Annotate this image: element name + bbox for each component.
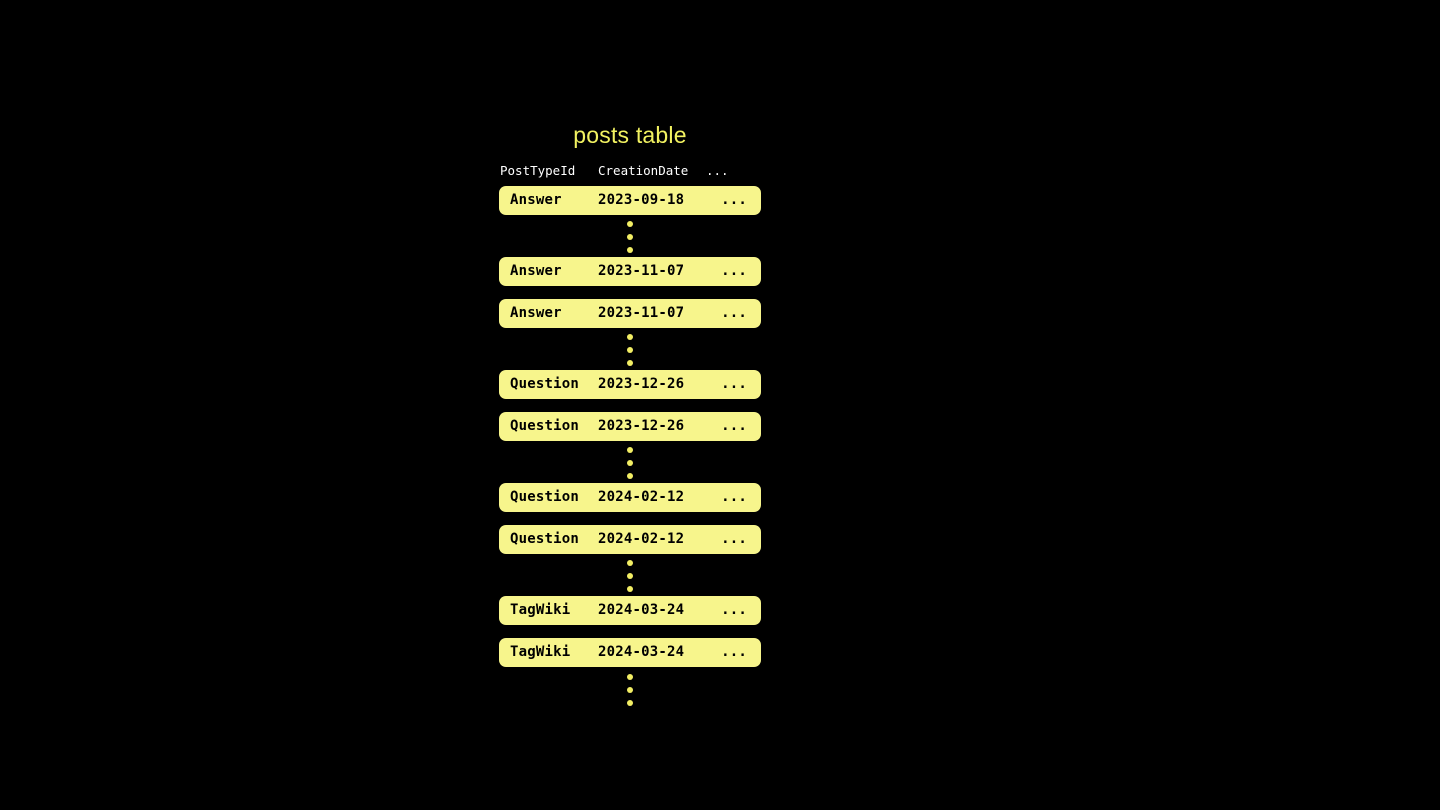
cell-creation-date: 2023-11-07 <box>598 305 685 321</box>
ellipsis-dot <box>627 674 633 680</box>
ellipsis-dot <box>627 700 633 706</box>
cell-post-type-id: Question <box>510 418 580 434</box>
cell-more-columns: ... <box>721 602 747 618</box>
cell-post-type-id: TagWiki <box>510 602 571 618</box>
cell-post-type-id: Answer <box>510 305 562 321</box>
table-row[interactable]: Question 2024-02-12... <box>499 483 761 512</box>
ellipsis-dot <box>627 560 633 566</box>
cell-more-columns: ... <box>721 192 747 208</box>
table-row[interactable]: Answer 2023-09-18... <box>499 186 761 215</box>
cell-creation-date: 2023-12-26 <box>598 418 685 434</box>
table-row[interactable]: Question 2024-02-12... <box>499 525 761 554</box>
cell-creation-date: 2023-11-07 <box>598 263 685 279</box>
ellipsis-dot <box>627 586 633 592</box>
cell-creation-date: 2024-03-24 <box>598 644 685 660</box>
ellipsis-dot <box>627 234 633 240</box>
cell-creation-date: 2024-02-12 <box>598 489 685 505</box>
cell-more-columns: ... <box>721 305 747 321</box>
cell-more-columns: ... <box>721 489 747 505</box>
cell-post-type-id: TagWiki <box>510 644 571 660</box>
column-header-more: ... <box>706 163 729 178</box>
table-row[interactable]: Question 2023-12-26... <box>499 370 761 399</box>
cell-more-columns: ... <box>721 376 747 392</box>
ellipsis-dot <box>627 460 633 466</box>
cell-post-type-id: Answer <box>510 192 562 208</box>
column-header-row: PostTypeId CreationDate ... <box>499 163 761 179</box>
vertical-ellipsis-icon <box>499 554 761 596</box>
cell-post-type-id: Question <box>510 489 580 505</box>
ellipsis-dot <box>627 573 633 579</box>
vertical-ellipsis-icon <box>499 667 761 710</box>
cell-post-type-id: Question <box>510 376 580 392</box>
ellipsis-dot <box>627 447 633 453</box>
cell-creation-date: 2023-09-18 <box>598 192 685 208</box>
cell-creation-date: 2024-03-24 <box>598 602 685 618</box>
table-rows: Answer 2023-09-18... Answer 2023-11-07... An… <box>499 186 761 710</box>
table-row[interactable]: TagWiki 2024-03-24... <box>499 638 761 667</box>
cell-post-type-id: Answer <box>510 263 562 279</box>
cell-creation-date: 2023-12-26 <box>598 376 685 392</box>
ellipsis-dot <box>627 687 633 693</box>
table-row[interactable]: TagWiki 2024-03-24... <box>499 596 761 625</box>
vertical-ellipsis-icon <box>499 215 761 257</box>
ellipsis-dot <box>627 473 633 479</box>
cell-creation-date: 2024-02-12 <box>598 531 685 547</box>
ellipsis-dot <box>627 247 633 253</box>
ellipsis-dot <box>627 360 633 366</box>
ellipsis-dot <box>627 334 633 340</box>
ellipsis-dot <box>627 347 633 353</box>
cell-more-columns: ... <box>721 418 747 434</box>
cell-more-columns: ... <box>721 644 747 660</box>
table-row[interactable]: Answer 2023-11-07... <box>499 257 761 286</box>
vertical-ellipsis-icon <box>499 328 761 370</box>
table-row[interactable]: Question 2023-12-26... <box>499 412 761 441</box>
posts-table-figure: posts table PostTypeId CreationDate ... … <box>499 120 761 710</box>
ellipsis-dot <box>627 221 633 227</box>
table-row[interactable]: Answer 2023-11-07... <box>499 299 761 328</box>
cell-more-columns: ... <box>721 263 747 279</box>
column-header-creation-date: CreationDate <box>598 163 689 178</box>
cell-more-columns: ... <box>721 531 747 547</box>
page-title: posts table <box>573 122 687 148</box>
vertical-ellipsis-icon <box>499 441 761 483</box>
cell-post-type-id: Question <box>510 531 580 547</box>
column-header-post-type-id: PostTypeId <box>500 163 576 178</box>
